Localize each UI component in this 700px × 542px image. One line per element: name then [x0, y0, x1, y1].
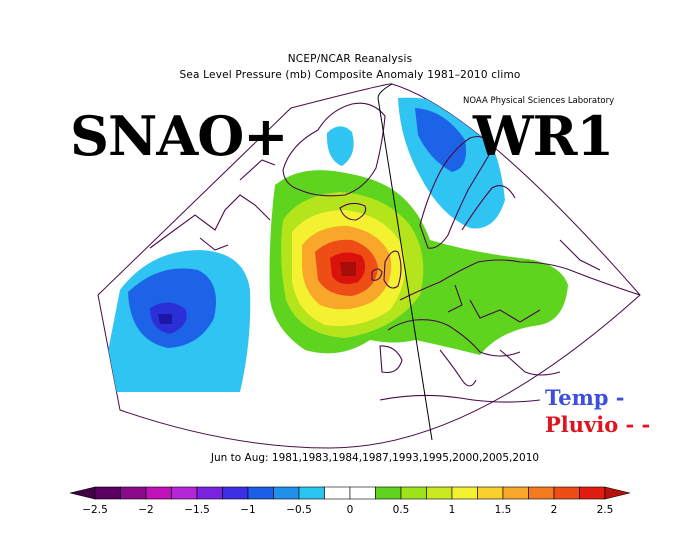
coastlines	[149, 102, 641, 403]
colorbar-cell	[324, 486, 351, 500]
colorbar-tick-label: −2.5	[82, 504, 108, 516]
colorbar-cell	[451, 486, 478, 500]
colorbar-cell	[375, 486, 402, 500]
colorbar-cell	[553, 486, 580, 500]
colorbar-tick-label: 0.5	[393, 504, 410, 516]
map-title: NCEP/NCAR Reanalysis	[287, 53, 413, 65]
colorbar-cell	[400, 486, 427, 500]
colorbar-cell	[120, 486, 147, 500]
label-pluvio: Pluvio - -	[545, 412, 651, 437]
colorbar-cell	[171, 486, 198, 500]
label-snao: SNAO+	[70, 104, 289, 168]
colorbar-cell	[477, 486, 504, 500]
anomaly-low-greenland	[326, 126, 354, 166]
colorbar-tick-label: 1	[449, 504, 456, 516]
colorbar-cell	[94, 486, 121, 500]
colorbar-cell	[222, 486, 249, 500]
colorbar-tick-label: −1.5	[184, 504, 210, 516]
colorbar-ticks: −2.5 −2 −1.5 −1 −0.5 0 0.5 1 1.5 2 2.5	[82, 504, 613, 516]
colorbar-tick-label: −2	[138, 504, 153, 516]
colorbar-cell	[145, 486, 172, 500]
anomaly-high-max	[340, 262, 356, 276]
period-caption: Jun to Aug: 1981,1983,1984,1987,1993,199…	[210, 452, 540, 464]
colorbar-low-arrow	[69, 486, 96, 500]
graticule	[377, 83, 433, 441]
colorbar-cell	[273, 486, 300, 500]
colorbar-high-arrow	[604, 486, 631, 500]
colorbar-cell	[426, 486, 453, 500]
colorbar-cell	[349, 486, 376, 500]
colorbar-tick-label: 2.5	[597, 504, 614, 516]
map-subtitle: Sea Level Pressure (mb) Composite Anomal…	[179, 69, 521, 81]
colorbar-cell	[579, 486, 606, 500]
colorbar-tick-label: −0.5	[286, 504, 312, 516]
colorbar-cell	[247, 486, 274, 500]
anomaly-low-west-min	[158, 314, 172, 324]
colorbar-tick-label: −1	[240, 504, 255, 516]
colorbar-tick-label: 2	[551, 504, 558, 516]
colorbar-cell	[298, 486, 325, 500]
anomaly-low-scandinavia-blue	[415, 108, 467, 172]
credit-label: NOAA Physical Sciences Laboratory	[463, 96, 615, 106]
label-temp: Temp -	[545, 385, 625, 410]
colorbar-cell	[528, 486, 555, 500]
colorbar-cell	[196, 486, 223, 500]
colorbar-cell	[502, 486, 529, 500]
anomaly-fills	[100, 97, 568, 392]
colorbar-cells	[69, 486, 631, 500]
label-wr1: WR1	[473, 104, 614, 168]
colorbar-tick-label: 1.5	[495, 504, 512, 516]
colorbar-tick-label: 0	[347, 504, 354, 516]
